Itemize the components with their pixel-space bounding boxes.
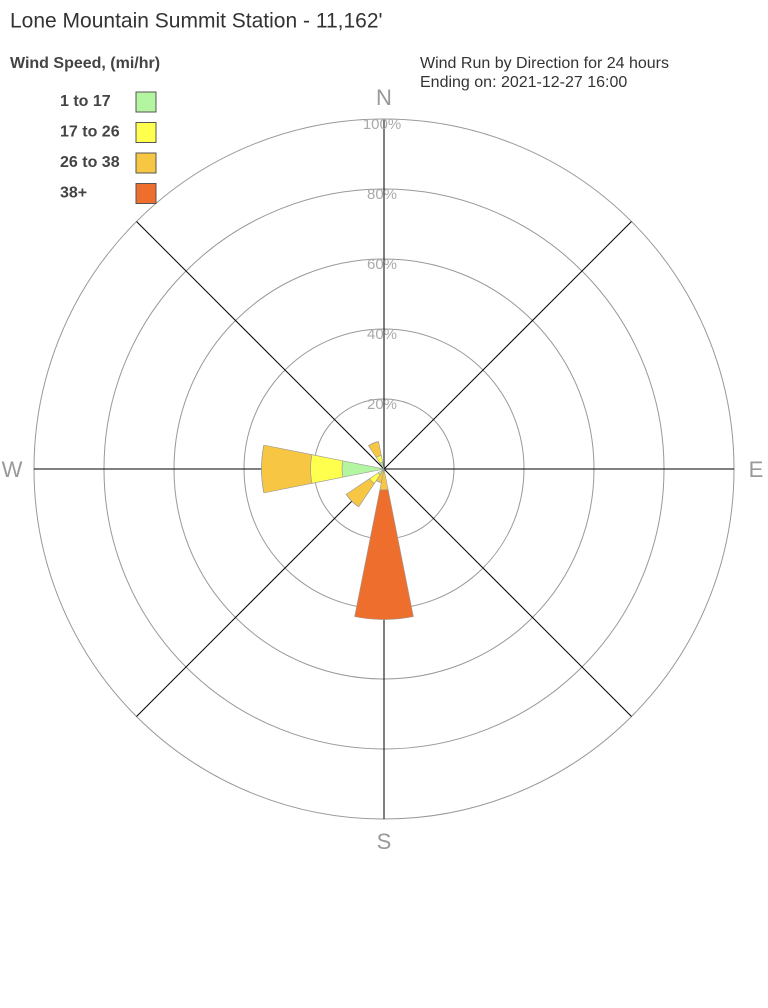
- subtitle: Ending on: 2021-12-27 16:00: [420, 74, 627, 91]
- direction-label: W: [2, 457, 23, 482]
- legend-swatch: [135, 183, 157, 204]
- spoke: [136, 221, 385, 470]
- subtitle: Wind Run by Direction for 24 hours: [420, 55, 669, 72]
- legend-swatch: [135, 122, 157, 143]
- r-tick-label: 100%: [363, 116, 401, 133]
- legend-label: 38+: [60, 185, 87, 202]
- direction-label: S: [377, 829, 392, 854]
- legend-label: 26 to 38: [60, 154, 120, 171]
- legend-title: Wind Speed, (mi/hr): [10, 55, 160, 72]
- wedge: [354, 489, 414, 620]
- wedge: [376, 480, 382, 484]
- direction-label: N: [376, 85, 392, 110]
- direction-label: E: [749, 457, 764, 482]
- spoke: [136, 468, 385, 717]
- legend-swatch: [135, 152, 157, 174]
- legend-label: 17 to 26: [60, 124, 120, 141]
- wedge: [368, 441, 379, 446]
- legend-label: 1 to 17: [60, 93, 111, 110]
- wedge: [261, 444, 313, 494]
- r-tick-label: 80%: [367, 186, 397, 203]
- r-tick-label: 20%: [367, 396, 397, 413]
- r-tick-label: 40%: [367, 326, 397, 343]
- r-tick-label: 60%: [367, 256, 397, 273]
- chart-title: Lone Mountain Summit Station - 11,162': [10, 10, 383, 33]
- spoke: [383, 221, 632, 470]
- legend-swatch: [135, 91, 157, 113]
- spoke: [383, 468, 632, 717]
- wedge: [310, 454, 344, 484]
